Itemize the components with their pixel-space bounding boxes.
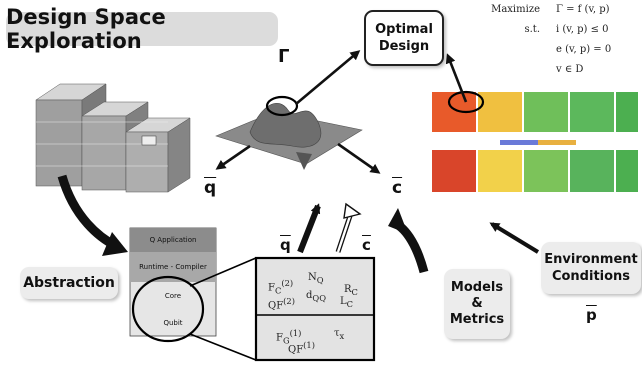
metric-dqq: dQQ	[306, 290, 327, 303]
metric-fc2: FC(2)	[268, 278, 294, 296]
objective-expression: Γ = f (v, p)	[556, 4, 610, 15]
constraint-3: v ∈ D	[556, 64, 584, 75]
environment-conditions-box: Environment Conditions	[541, 242, 641, 294]
metrics-label: Metrics	[449, 312, 505, 327]
optimal-design-line-2: Design	[378, 39, 430, 54]
st-label: s.t.	[524, 24, 540, 35]
c-vector-label: c	[362, 236, 371, 254]
models-metrics-box: Models & Metrics	[444, 269, 510, 339]
surface-plot-icon	[215, 95, 363, 170]
arrow-icon	[57, 50, 540, 274]
q-vector-label: q	[280, 236, 291, 254]
constraint-1: i (v, p) ≤ 0	[556, 24, 609, 35]
metric-tau: τx	[334, 328, 345, 341]
metric-qf1: QF(1)	[288, 340, 315, 356]
p-vector-symbol: p	[586, 306, 597, 324]
metric-fg1: FG(1)	[276, 328, 302, 346]
optimal-design-line-1: Optimal	[375, 22, 433, 37]
q-vector-symbol: q	[204, 178, 217, 198]
page-title: Design Space Exploration	[6, 5, 278, 53]
metric-lc: LC	[340, 296, 354, 309]
abstraction-box: Abstraction	[20, 267, 118, 299]
stack-layer-core: Core	[164, 292, 182, 300]
c-vector-symbol: c	[392, 178, 403, 198]
optimal-design-box: Optimal Design	[364, 10, 444, 66]
metric-nq: NQ	[308, 272, 324, 285]
ampersand-label: &	[471, 296, 483, 311]
environment-label: Environment	[544, 252, 638, 267]
conditions-label: Conditions	[551, 269, 631, 284]
gamma-symbol: Γ	[278, 46, 290, 67]
metric-qf2: QF(2)	[268, 296, 295, 312]
stack-layer-application: Q Application	[149, 236, 197, 244]
stack-layer-qubit: Qubit	[163, 319, 183, 327]
maximize-label: Maximize	[491, 4, 540, 15]
heatmap-icon	[432, 90, 638, 192]
stack-layer-runtime: Runtime - Compiler	[139, 263, 207, 271]
models-label: Models	[450, 280, 504, 295]
constraint-2: e (v, p) = 0	[556, 44, 612, 55]
stack-icon	[35, 83, 191, 193]
hollow-arrow-icon	[335, 202, 362, 253]
metric-rc: RC	[344, 284, 358, 297]
circle-highlight-icon	[129, 227, 376, 362]
